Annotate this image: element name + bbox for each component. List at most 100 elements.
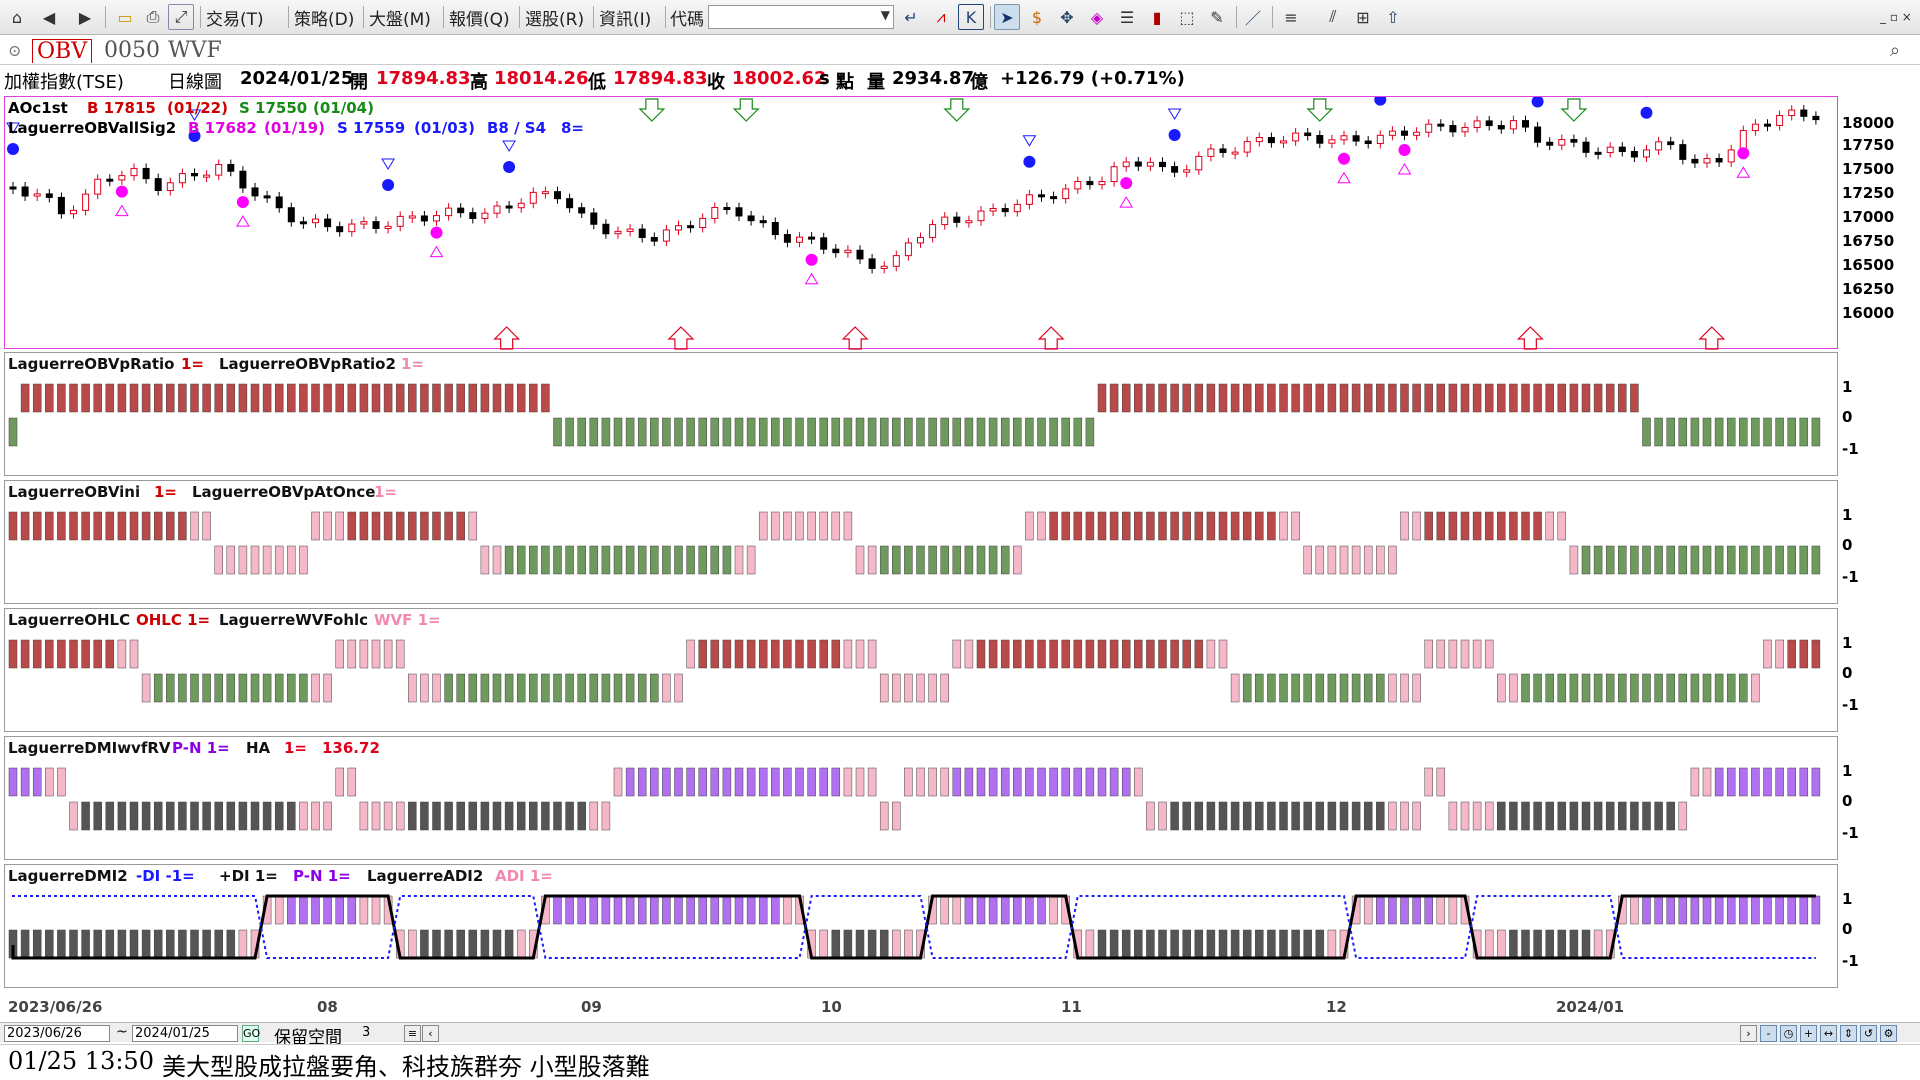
indicator-panel-1[interactable]: LaguerreOBVpRatio 1= LaguerreOBVpRatio2 1= bbox=[4, 352, 1838, 476]
indicator-bar bbox=[1267, 801, 1276, 831]
indicator-panel-3[interactable]: LaguerreOHLC OHLC 1= LaguerreWVFohlc WVF 1= bbox=[4, 608, 1838, 732]
channel-icon[interactable]: ⫽ bbox=[1329, 7, 1337, 26]
trendline-icon[interactable]: ／ bbox=[1244, 9, 1261, 28]
fibo-icon[interactable]: ⊞ bbox=[1356, 7, 1370, 27]
indicator-bar bbox=[601, 545, 611, 575]
indicator-y-tick: 0 bbox=[1842, 920, 1853, 938]
zoom-rect-icon[interactable]: ⬚ bbox=[1179, 7, 1195, 27]
indicator-bar bbox=[1618, 673, 1627, 703]
chevron-down-icon[interactable]: ▼ bbox=[880, 8, 890, 22]
indicator-bar bbox=[1255, 673, 1264, 703]
indicator-bar bbox=[1545, 929, 1554, 959]
indicator-bar bbox=[1134, 929, 1143, 959]
menu-screener[interactable]: 選股(R) bbox=[525, 10, 585, 30]
settings-icon[interactable]: ⚙ bbox=[1880, 1025, 1897, 1042]
indicator-bar bbox=[202, 801, 211, 831]
menu-info[interactable]: 資訊(I) bbox=[599, 10, 652, 30]
zoom-in-icon[interactable]: + bbox=[1800, 1025, 1817, 1042]
print-icon[interactable]: ⎙ bbox=[146, 7, 160, 26]
news-headline[interactable]: 美大型股成拉盤要角、科技族群夯 小型股落難 bbox=[162, 1053, 650, 1080]
k-chart-icon[interactable]: K bbox=[958, 4, 984, 30]
dollar-icon[interactable]: $ bbox=[1031, 7, 1043, 27]
indicator-bar bbox=[879, 929, 889, 959]
search-icon[interactable]: ⌕ bbox=[1890, 40, 1901, 61]
indicator-bar bbox=[480, 929, 490, 959]
zoom-out-icon[interactable]: - bbox=[1760, 1025, 1777, 1042]
indicator-panel-2[interactable]: LaguerreOBVini 1= LaguerreOBVpAtOnce 1= bbox=[4, 480, 1838, 604]
window-controls[interactable]: _ ▫ × bbox=[1880, 10, 1912, 24]
indicator-bar bbox=[1666, 801, 1675, 831]
scroll-left-icon[interactable]: ‹ bbox=[422, 1025, 439, 1042]
eraser-icon[interactable]: ◈ bbox=[1090, 7, 1104, 27]
keep-space-input[interactable]: 3 bbox=[362, 1025, 371, 1040]
menu-market[interactable]: 大盤(M) bbox=[369, 10, 431, 30]
indicator-bar bbox=[1388, 895, 1397, 925]
tab-0050[interactable]: 0050 bbox=[104, 38, 160, 63]
candle bbox=[481, 212, 489, 219]
indicator-bar bbox=[1194, 801, 1204, 831]
tab-obv[interactable]: OBV bbox=[32, 39, 93, 64]
tab-wvf[interactable]: WVF bbox=[168, 38, 222, 63]
menu-trade[interactable]: 交易(T) bbox=[206, 10, 264, 30]
indicator-panel-5[interactable]: LaguerreDMI2 -DI -1= +DI 1= P-N 1= LaguerreA… bbox=[4, 864, 1838, 988]
enter-icon[interactable]: ↵ bbox=[904, 7, 918, 27]
menu-quote[interactable]: 報價(Q) bbox=[449, 10, 510, 30]
pointer-icon[interactable]: ➤ bbox=[994, 4, 1020, 30]
candle bbox=[324, 218, 332, 228]
candle-icon[interactable]: ▮ bbox=[1152, 7, 1162, 27]
indicator-bar bbox=[964, 417, 974, 447]
clock-icon[interactable]: ◷ bbox=[1780, 1025, 1797, 1042]
move-icon[interactable]: ✥ bbox=[1060, 7, 1074, 27]
indicator-panel-4[interactable]: LaguerreDMIwvfRV P-N 1= HA 1= 136.72 bbox=[4, 736, 1838, 860]
indicator-bar bbox=[45, 639, 54, 669]
code-input[interactable]: ▼ bbox=[708, 5, 894, 29]
indicator-label: P-N 1= bbox=[293, 867, 351, 885]
candle bbox=[917, 236, 924, 244]
indicator-bar bbox=[480, 545, 490, 575]
spin-icon[interactable]: ≡ bbox=[404, 1025, 421, 1042]
expand-icon[interactable]: ⤢ bbox=[168, 4, 194, 30]
indicator-bar bbox=[1206, 383, 1216, 413]
tab-menu-icon[interactable]: ⊙ bbox=[8, 41, 22, 60]
candle bbox=[1267, 137, 1275, 144]
draw-tool-icon[interactable]: ✎ bbox=[1210, 7, 1224, 27]
indicator-bar bbox=[395, 639, 405, 669]
buy-signal-dot bbox=[236, 196, 249, 209]
indicator-bar bbox=[166, 673, 175, 703]
to-date-select[interactable]: 2024/01/25 bbox=[132, 1025, 238, 1042]
quote-date: 2024/01/25 bbox=[240, 68, 354, 89]
hline-icon[interactable]: ≡ bbox=[1284, 7, 1298, 27]
reset-icon[interactable]: ↺ bbox=[1860, 1025, 1877, 1042]
news-ticker[interactable]: 01/25 13:50 美大型股成拉盤要角、科技族群夯 小型股落難 bbox=[0, 1044, 1920, 1080]
bars-icon[interactable]: ☰ bbox=[1119, 7, 1135, 27]
scale-icon[interactable]: ⇕ bbox=[1840, 1025, 1857, 1042]
indicator-bar bbox=[1206, 639, 1216, 669]
back-arrow-icon[interactable]: ◀ bbox=[42, 7, 56, 27]
candle bbox=[892, 255, 900, 267]
up-arrow-icon[interactable]: ⇧ bbox=[1386, 7, 1400, 27]
candle bbox=[868, 258, 876, 269]
go-button[interactable]: GO bbox=[242, 1025, 261, 1042]
indicator-bar bbox=[662, 767, 671, 797]
indicator-bar bbox=[904, 929, 913, 959]
indicator-bar bbox=[1412, 801, 1421, 831]
from-date-select[interactable]: 2023/06/26 bbox=[4, 1025, 110, 1042]
open-folder-icon[interactable]: ▭ bbox=[117, 7, 133, 27]
indicator-y-tick: -1 bbox=[1842, 952, 1859, 970]
indicator-bar bbox=[1170, 801, 1179, 831]
price-panel[interactable]: AOc1st B 17815 (01/22) S 17550 (01/04) L… bbox=[4, 96, 1839, 350]
indicator-label: -DI -1= bbox=[136, 867, 195, 885]
indicator-bar bbox=[432, 511, 441, 541]
scroll-right-icon[interactable]: › bbox=[1740, 1025, 1757, 1042]
indicator-bar bbox=[1242, 383, 1252, 413]
price-chart[interactable] bbox=[5, 97, 1839, 350]
candle bbox=[517, 202, 525, 209]
menu-strategy[interactable]: 策略(D) bbox=[294, 10, 355, 30]
indicator-bar bbox=[1134, 511, 1143, 541]
line-chart-icon[interactable]: ⩘ bbox=[936, 7, 946, 26]
forward-arrow-icon[interactable]: ▶ bbox=[78, 7, 92, 27]
indicator-bar bbox=[214, 929, 223, 959]
home-icon[interactable]: ⌂ bbox=[11, 7, 23, 27]
candle bbox=[457, 207, 465, 214]
fit-icon[interactable]: ↔ bbox=[1820, 1025, 1837, 1042]
